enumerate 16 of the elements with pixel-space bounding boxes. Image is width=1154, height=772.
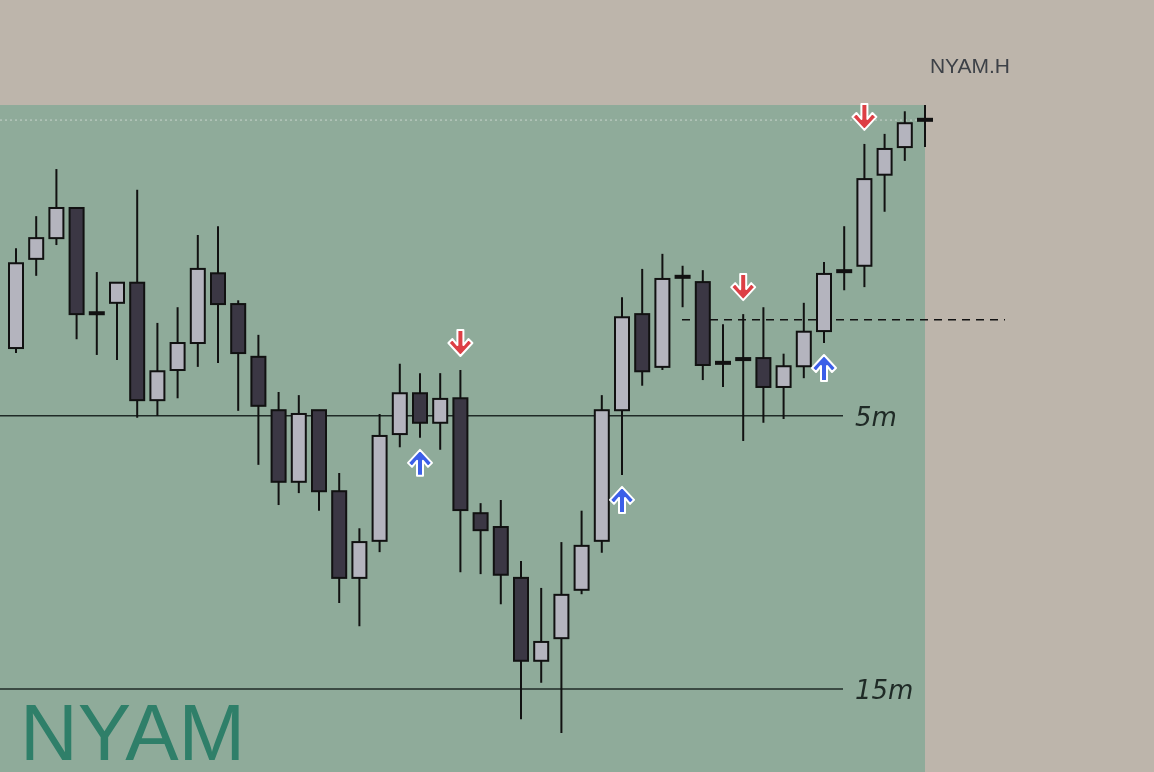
- candlestick: [896, 110, 913, 162]
- candlestick: [432, 372, 449, 451]
- chart-title: NYAM.H: [929, 54, 1010, 77]
- ref-line-label: 15m: [855, 675, 914, 706]
- candlestick: [472, 502, 489, 576]
- candlestick: [533, 586, 550, 684]
- annotation: NYAM: [20, 688, 246, 772]
- ref-line-label: 5m: [855, 401, 897, 432]
- candlestick: [917, 104, 933, 149]
- candlestick: [674, 264, 691, 309]
- candlestick: [775, 352, 792, 420]
- candlestick: [836, 225, 853, 292]
- candlestick: [88, 271, 105, 356]
- candlestick: [28, 215, 45, 277]
- candlestick: [109, 281, 125, 361]
- candlestick: [715, 323, 731, 388]
